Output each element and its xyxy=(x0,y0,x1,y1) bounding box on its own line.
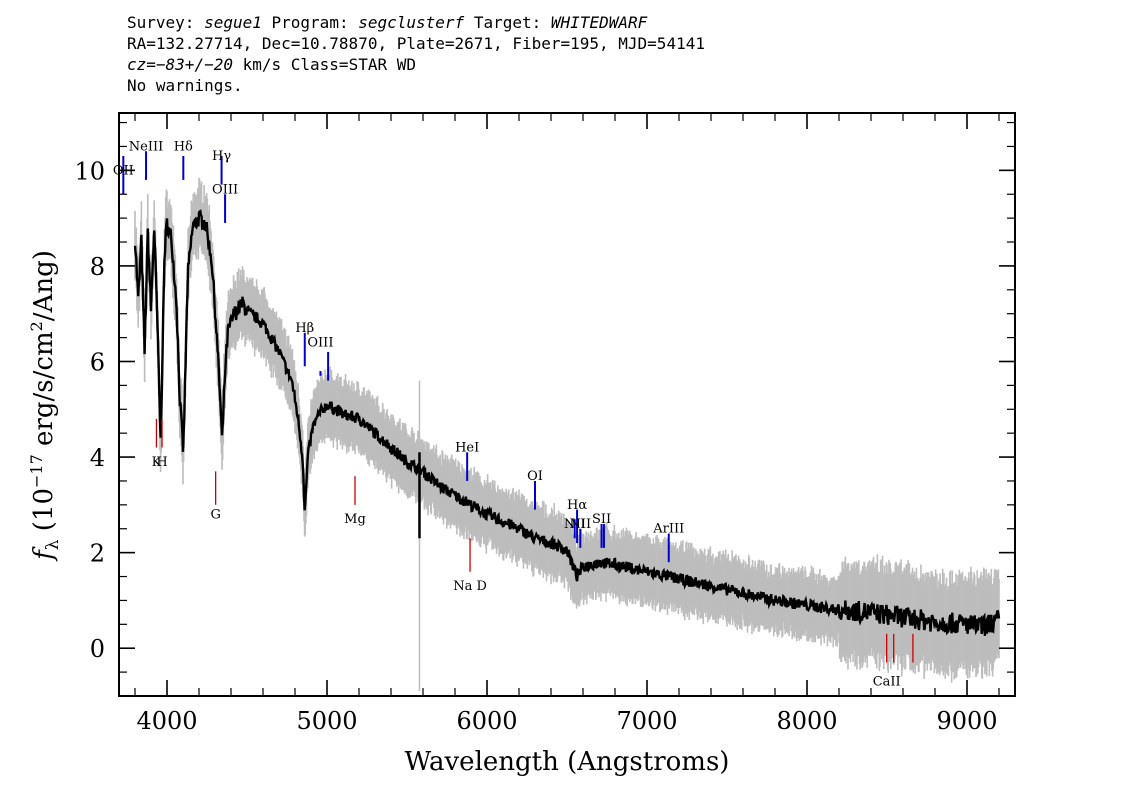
line-marker-label-16: K xyxy=(152,455,162,470)
line-marker-label-12: NII xyxy=(569,517,591,532)
x-tick-label: 9000 xyxy=(936,707,997,735)
plot-frame xyxy=(118,112,1016,697)
spectrum-header: Survey: segue1 Program: segclusterf Targ… xyxy=(127,12,705,96)
header-line-3: cz=−83+/−20 km/s Class=STAR WD xyxy=(127,54,705,75)
program-label: Program: xyxy=(271,13,349,32)
line-marker-label-2: Hδ xyxy=(174,139,193,154)
cz-value: −83+/−20 xyxy=(155,55,233,74)
target-value: WHITEDWARF xyxy=(550,13,648,32)
header-line-2: RA=132.27714, Dec=10.78870, Plate=2671, … xyxy=(127,34,705,53)
y-tick-label: 6 xyxy=(90,348,105,376)
y-label-exp2: 2 xyxy=(27,321,46,331)
x-tick-label: 8000 xyxy=(776,707,837,735)
y-tick-label: 8 xyxy=(90,253,105,281)
y-label-units-a: (10 xyxy=(29,488,59,540)
line-marker-label-6: OIII xyxy=(307,335,333,350)
survey-label: Survey: xyxy=(127,13,195,32)
y-label-units-c: /Ang) xyxy=(29,250,59,321)
line-marker-label-20: Na D xyxy=(453,579,487,594)
line-marker-label-19: Mg xyxy=(344,512,366,527)
line-marker-label-17: H xyxy=(156,455,167,470)
line-marker-label-3: Hγ xyxy=(212,149,231,164)
y-label-units-b: erg/s/cm xyxy=(29,331,59,454)
y-tick-label: 10 xyxy=(74,157,105,185)
x-tick-label: 4000 xyxy=(136,707,197,735)
header-line-4: No warnings. xyxy=(127,76,243,95)
x-tick-label: 6000 xyxy=(456,707,517,735)
line-marker-label-21: CaII xyxy=(873,675,901,690)
x-axis-label: Wavelength (Angstroms) xyxy=(405,747,730,777)
y-tick-label: 4 xyxy=(90,444,105,472)
line-marker-label-1: NeIII xyxy=(129,139,163,154)
survey-value: segue1 xyxy=(204,13,262,32)
line-marker-label-10: NII xyxy=(564,517,586,532)
line-marker-label-11: Hα xyxy=(567,498,587,513)
y-tick-label: 0 xyxy=(90,635,105,663)
line-marker-label-18: G xyxy=(210,507,220,522)
y-axis-label-text: fλ (10−17 erg/s/cm2/Ang) xyxy=(27,250,63,562)
line-marker-label-13: SII xyxy=(592,512,611,527)
line-marker-label-15: ArIII xyxy=(652,522,684,537)
y-tick-label: 2 xyxy=(90,540,105,568)
line-marker-label-5: Hβ xyxy=(295,321,314,336)
y-label-exp: −17 xyxy=(27,454,46,488)
cz-units: km/s Class=STAR WD xyxy=(232,55,416,74)
x-tick-label: 5000 xyxy=(296,707,357,735)
x-tick-label: 7000 xyxy=(616,707,677,735)
y-axis-label: fλ (10−17 erg/s/cm2/Ang) xyxy=(27,250,63,562)
line-marker-label-8: HeI xyxy=(455,441,479,456)
ticks-layer: 4000 5000 6000 7000 8000 9000 0 2 4 6 8 10 xyxy=(74,113,1015,735)
y-label-lambda: λ xyxy=(43,539,63,550)
spectrum-line xyxy=(133,209,1001,636)
program-value: segclusterf xyxy=(358,13,465,32)
line-marker-label-4: OIII xyxy=(212,182,238,197)
line-marker-label-9: OI xyxy=(527,469,543,484)
target-label: Target: xyxy=(473,13,542,32)
header-line-1: Survey: segue1 Program: segclusterf Targ… xyxy=(127,12,705,33)
cz-label: cz= xyxy=(127,55,156,74)
